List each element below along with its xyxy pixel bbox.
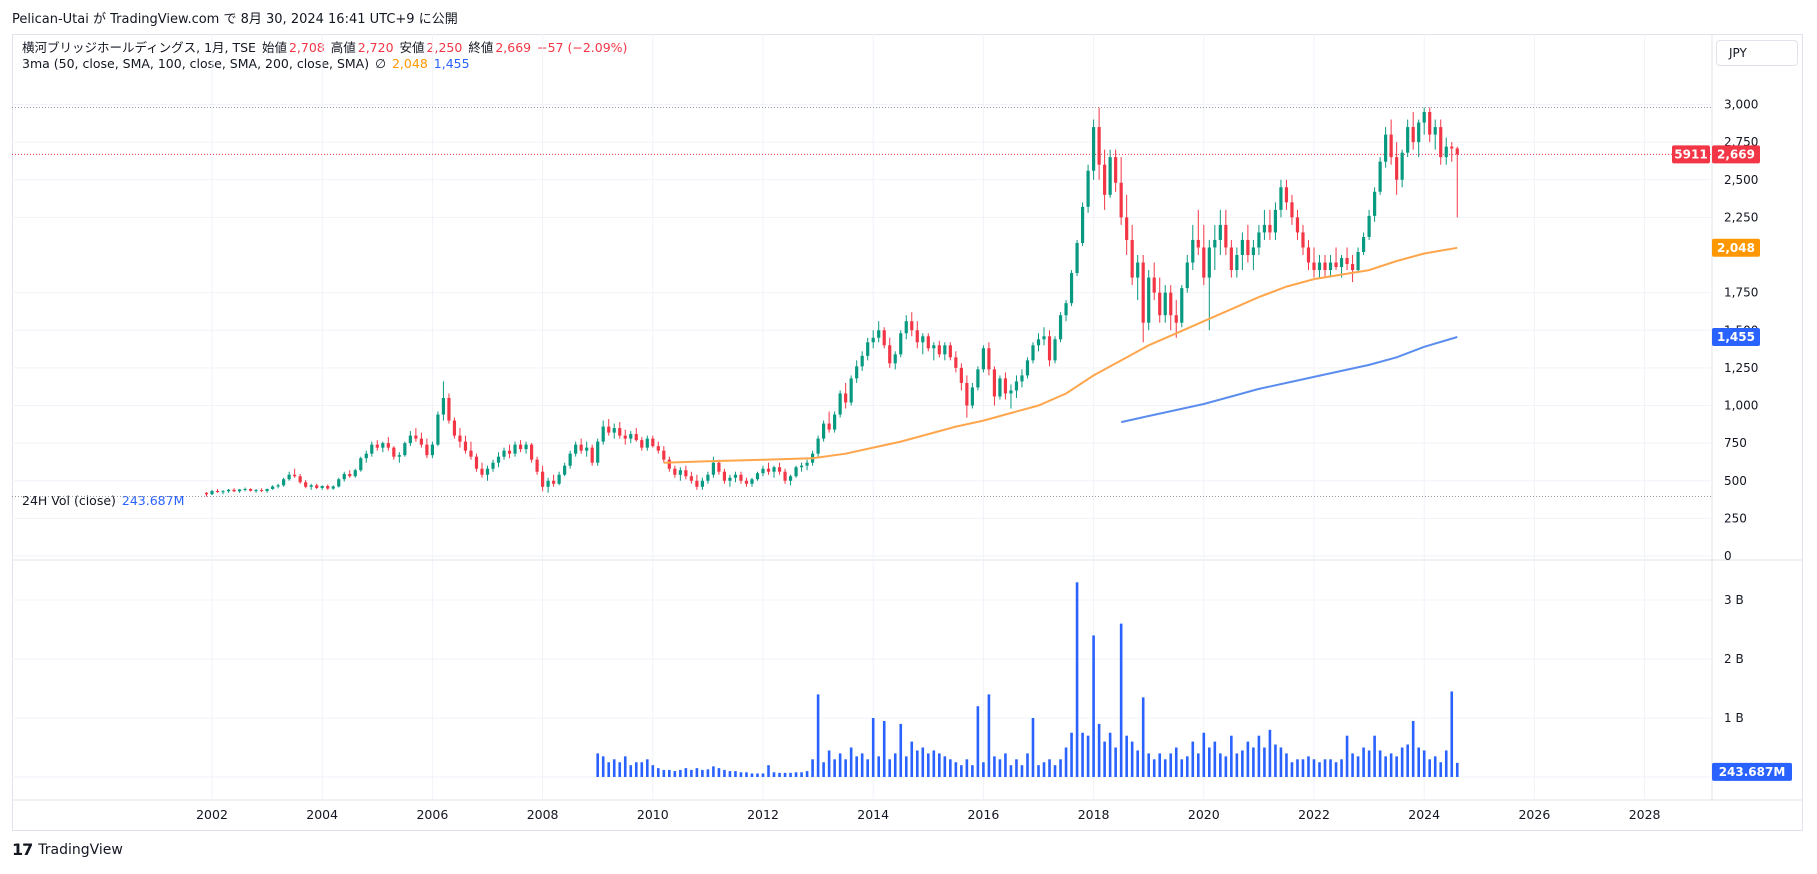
close-label: 終値 xyxy=(468,40,494,55)
tradingview-logo-icon[interactable]: 17 xyxy=(12,840,33,859)
publish-info: Pelican-Utai が TradingView.com で 8月 30, … xyxy=(12,12,458,27)
close-value: 2,669 xyxy=(495,40,532,55)
ma-label[interactable]: 3ma (50, close, SMA, 100, close, SMA, 20… xyxy=(22,56,370,71)
high-label: 高値 xyxy=(330,40,356,55)
ma-hidden-icon[interactable]: ∅ xyxy=(375,56,386,71)
ma-legend: 3ma (50, close, SMA, 100, close, SMA, 20… xyxy=(22,56,472,71)
change-value: −57 (−2.09%) xyxy=(537,40,628,55)
symbol-name[interactable]: 横河ブリッジホールディングス, 1月, TSE xyxy=(22,40,256,55)
ma100-value: 2,048 xyxy=(391,56,428,71)
volume-value: 243.687M xyxy=(121,493,185,508)
open-value: 2,708 xyxy=(288,40,325,55)
open-label: 始値 xyxy=(261,40,287,55)
low-value: 2,250 xyxy=(426,40,463,55)
volume-legend: 24H Vol (close) 243.687M xyxy=(22,493,186,508)
brand-name[interactable]: TradingView xyxy=(38,841,123,858)
high-value: 2,720 xyxy=(357,40,394,55)
low-label: 安値 xyxy=(399,40,425,55)
footer: 17 TradingView xyxy=(12,840,123,859)
symbol-legend: 横河ブリッジホールディングス, 1月, TSE 始値 2,708 高値 2,720 … xyxy=(22,37,629,56)
currency-button[interactable]: JPY xyxy=(1716,40,1798,66)
chart-frame xyxy=(12,34,1803,831)
volume-label[interactable]: 24H Vol (close) xyxy=(22,493,116,508)
ma200-value: 1,455 xyxy=(433,56,470,71)
